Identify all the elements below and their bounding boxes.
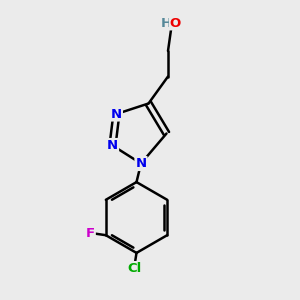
Text: Cl: Cl xyxy=(128,262,142,275)
Text: O: O xyxy=(169,16,181,30)
Text: N: N xyxy=(107,139,118,152)
Text: F: F xyxy=(86,227,95,240)
Text: N: N xyxy=(111,107,122,121)
Text: N: N xyxy=(135,157,147,170)
Text: H: H xyxy=(160,16,172,30)
